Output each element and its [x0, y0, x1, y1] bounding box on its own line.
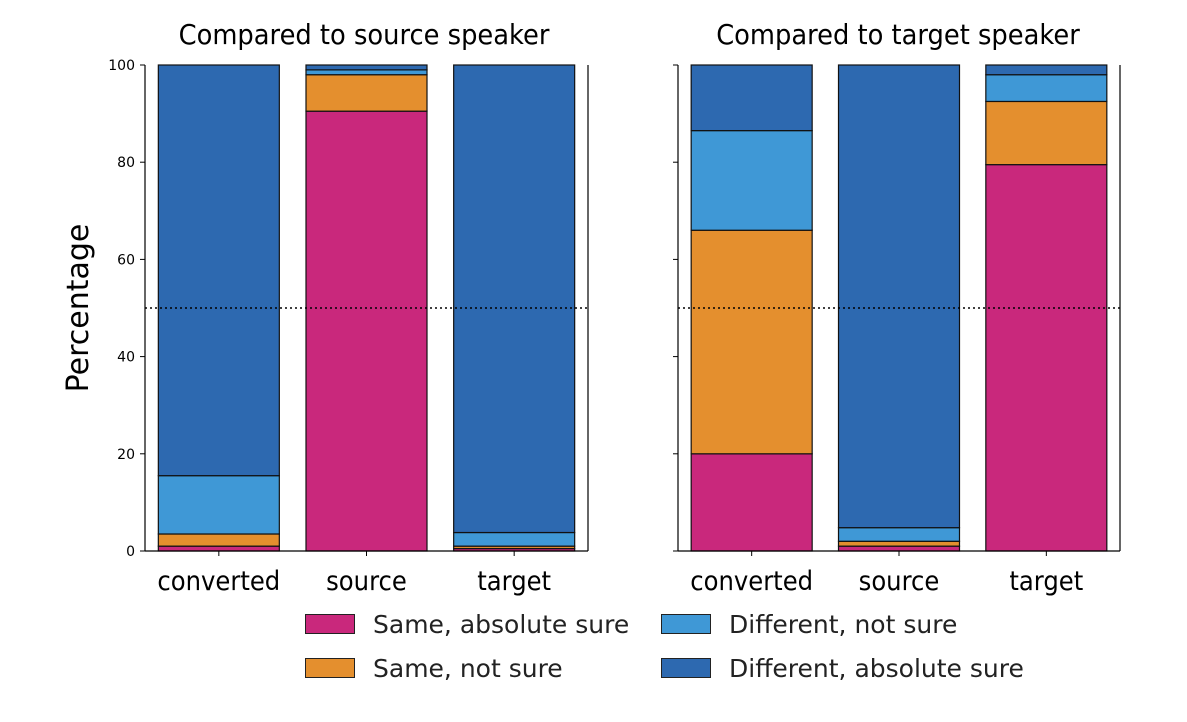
bar-segment	[305, 64, 428, 71]
x-tick-label: converted	[690, 566, 813, 598]
bar-segment	[690, 453, 813, 552]
y-tick-label: 20	[117, 447, 135, 463]
legend-item: Same, not sure	[305, 648, 563, 688]
bar-segment	[690, 229, 813, 455]
legend-item: Same, absolute sure	[305, 604, 629, 644]
bar-segment	[985, 100, 1108, 166]
y-tick-label: 60	[117, 252, 135, 268]
y-tick-label: 40	[117, 350, 135, 366]
bar-segment	[157, 475, 280, 535]
legend-label: Different, not sure	[729, 609, 958, 639]
x-tick-label: target	[1009, 566, 1083, 598]
x-tick-label: target	[477, 566, 551, 598]
chart-panel-target: Compared to target speaker converted sour…	[673, 19, 1121, 598]
legend-swatch-different-absolute-sure	[661, 658, 711, 678]
bar-segment	[305, 69, 428, 76]
axis: converted source target	[673, 64, 1121, 598]
x-tick-label: source	[859, 566, 940, 598]
bar-segment	[837, 545, 961, 552]
bar-segment	[690, 64, 813, 132]
bar-segment	[837, 540, 961, 547]
bar-segment	[837, 527, 961, 542]
bar-segment	[453, 531, 576, 547]
legend-swatch-different-not-sure	[661, 614, 711, 634]
legend-label: Different, absolute sure	[729, 653, 1024, 683]
axis: converted source target 0 20 40 60 80 100	[108, 58, 589, 598]
legend-item: Different, absolute sure	[661, 648, 1024, 688]
legend-swatch-same-not-sure	[305, 658, 355, 678]
legend-label: Same, not sure	[373, 653, 563, 683]
bar-segment	[453, 64, 576, 534]
bar-segment	[157, 64, 280, 477]
bar-group	[690, 64, 1108, 552]
bar-group	[157, 64, 576, 552]
bar-segment	[985, 64, 1108, 76]
y-tick-label: 100	[108, 58, 135, 74]
chart-title: Compared to source speaker	[179, 19, 551, 51]
bar-segment	[157, 545, 280, 552]
legend-item: Different, not sure	[661, 604, 957, 644]
legend-swatch-same-absolute-sure	[305, 614, 355, 634]
legend: Same, absolute sure Different, not sure …	[305, 604, 1025, 694]
chart-panel-source: Compared to source speaker Percentage co…	[61, 19, 589, 598]
legend-label: Same, absolute sure	[373, 609, 630, 639]
x-tick-label: source	[326, 566, 407, 598]
bar-segment	[305, 110, 428, 552]
bar-segment	[305, 74, 428, 112]
y-tick-label: 80	[117, 155, 135, 171]
bar-segment	[837, 64, 961, 529]
bar-segment	[690, 130, 813, 231]
bar-segment	[985, 164, 1108, 552]
bar-segment	[157, 533, 280, 547]
bar-segment	[985, 74, 1108, 103]
y-axis-label: Percentage	[61, 224, 96, 393]
y-tick-label: 0	[126, 544, 135, 560]
x-tick-label: converted	[157, 566, 280, 598]
chart-title: Compared to target speaker	[716, 19, 1081, 51]
